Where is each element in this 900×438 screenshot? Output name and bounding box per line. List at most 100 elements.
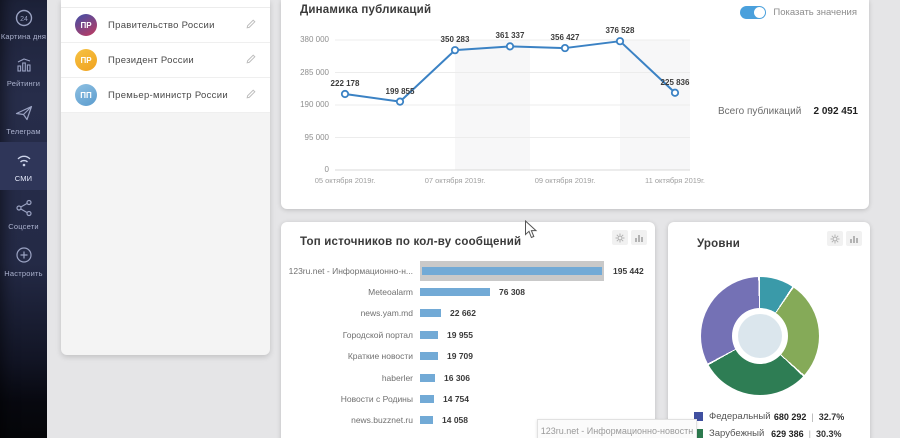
data-point[interactable]: [340, 89, 350, 99]
data-point[interactable]: [505, 42, 515, 51]
sidebar-item-telegram[interactable]: Телеграм: [0, 95, 47, 142]
data-point[interactable]: [615, 37, 625, 46]
source-bar[interactable]: [420, 330, 438, 339]
sidebar-item-label: Рейтинги: [6, 79, 41, 89]
source-bar[interactable]: [420, 416, 433, 425]
point-value-label: 225 836: [660, 77, 690, 87]
legend-row: Зарубежный 629 386 | 30.3%: [694, 425, 846, 438]
profiles-panel: ПР Правительство России ПР Президент России…: [61, 0, 270, 355]
source-bar[interactable]: [420, 395, 434, 404]
data-point[interactable]: [395, 97, 405, 106]
edit-pencil-icon[interactable]: [246, 16, 258, 34]
clock-24-icon: 24: [13, 7, 35, 29]
source-row[interactable]: Городской портал 19 955: [281, 324, 655, 345]
top-sources-title: Топ источников по кол-ву сообщений: [300, 236, 522, 248]
source-bar[interactable]: [420, 288, 490, 297]
legend-value: 680 292: [773, 411, 807, 422]
point-value-label: 376 528: [605, 26, 635, 36]
gear-icon[interactable]: [827, 231, 843, 246]
svg-text:24: 24: [20, 16, 28, 23]
x-axis-tick: 05 октября 2019г.: [314, 176, 376, 185]
sidebar-item-kartina-dnya[interactable]: 24 Картина дня: [0, 0, 47, 47]
social-share-icon: [13, 197, 35, 219]
source-row[interactable]: news.buzznet.ru 14 058: [281, 410, 655, 431]
bar-chart-icon[interactable]: [846, 231, 862, 246]
data-point[interactable]: [670, 88, 680, 97]
profile-row[interactable]: ПР Президент России: [61, 43, 270, 78]
source-value: 14 058: [442, 415, 468, 426]
point-value-label: 350 283: [440, 35, 470, 45]
bar-chart-icon[interactable]: [631, 230, 647, 245]
avatar: ПР: [75, 14, 97, 36]
profiles-panel-top: [61, 0, 270, 8]
legend-label: Зарубежный: [709, 428, 765, 438]
y-axis-tick: 285 000: [300, 67, 329, 77]
source-row[interactable]: 123ru.net - Информационно-н... 195 442: [281, 260, 655, 281]
source-value: 22 662: [450, 308, 476, 319]
source-label: news.yam.md: [360, 308, 413, 319]
source-bar[interactable]: [420, 373, 435, 382]
legend-label: Федеральный: [709, 411, 771, 422]
legend-color-swatch: [694, 429, 703, 438]
source-row[interactable]: news.yam.md 22 662: [281, 303, 655, 324]
source-value: 19 955: [447, 329, 473, 340]
legend-percent: 30.3%: [816, 428, 842, 438]
source-row[interactable]: Краткие новости 19 709: [281, 346, 655, 367]
profile-name: Президент России: [108, 54, 195, 66]
point-value-label: 199 855: [385, 86, 415, 96]
donut-core: [738, 314, 782, 358]
legend-value: 629 386: [771, 428, 804, 438]
source-tooltip-text: 123ru.net - Информационно-новостн: [540, 426, 694, 436]
top-sources-card: Топ источников по кол-ву сообщений 123ru…: [281, 222, 655, 438]
publications-dynamics-card: Динамика публикаций Показать значения 38…: [281, 0, 869, 209]
avatar: ПР: [75, 49, 97, 71]
source-value: 76 308: [499, 287, 525, 298]
sidebar-item-label: Телеграм: [6, 126, 41, 136]
levels-donut-chart[interactable]: [701, 277, 819, 395]
sidebar-item-socseti[interactable]: Соцсети: [0, 190, 47, 237]
legend-separator: |: [808, 428, 812, 438]
data-point[interactable]: [450, 46, 460, 55]
profile-row[interactable]: ПР Правительство России: [61, 8, 270, 43]
sidebar-item-reitingi[interactable]: Рейтинги: [0, 47, 47, 94]
edit-pencil-icon[interactable]: [246, 86, 258, 104]
source-bar[interactable]: [422, 266, 602, 275]
profile-name: Премьер-министр России: [108, 89, 228, 101]
source-value: 19 709: [447, 351, 473, 362]
source-bar[interactable]: [420, 309, 441, 318]
add-circle-icon: [13, 244, 35, 266]
source-row[interactable]: haberler 16 306: [281, 367, 655, 388]
legend-row: Федеральный 680 292 | 32.7%: [694, 408, 846, 425]
sidebar-item-smi[interactable]: СМИ: [0, 142, 47, 190]
source-row[interactable]: Новости с Родины 14 754: [281, 388, 655, 409]
legend-color-swatch: [694, 412, 703, 421]
source-label: Новости с Родины: [340, 394, 413, 405]
sidebar: 24 Картина дня Рейтинги Телеграм СМИ: [0, 0, 47, 438]
source-row[interactable]: Meteoalarm 76 308: [281, 281, 655, 302]
profile-name: Правительство России: [108, 19, 215, 31]
sidebar-item-label: Соцсети: [8, 221, 39, 231]
source-value: 13 545: [441, 437, 467, 438]
edit-pencil-icon[interactable]: [246, 51, 258, 69]
y-axis-tick: 380 000: [300, 35, 329, 44]
source-label: Daily Mail: [281, 437, 420, 438]
source-label: Городской портал: [342, 329, 413, 340]
profile-row[interactable]: ПП Премьер-министр России: [61, 78, 270, 113]
hover-highlight-band: [420, 260, 604, 281]
point-value-label: 361 337: [495, 31, 525, 41]
data-point[interactable]: [560, 43, 570, 53]
y-axis-tick: 95 000: [304, 132, 329, 142]
levels-card: Уровни Федеральный 680 292 | 32.7% Зарубежны…: [668, 222, 870, 438]
show-values-label: Показать значения: [773, 7, 857, 18]
source-bar[interactable]: [420, 352, 438, 361]
x-axis-tick: 11 октября 2019г.: [644, 176, 706, 185]
show-values-toggle[interactable]: [740, 6, 767, 19]
source-label: Краткие новости: [347, 351, 413, 362]
sidebar-item-nastroit[interactable]: Настроить: [0, 237, 47, 284]
gear-icon[interactable]: [612, 230, 628, 245]
sidebar-item-label: Картина дня: [0, 32, 47, 41]
y-axis-tick: 0: [324, 165, 329, 174]
top-sources-bar-chart: 123ru.net - Информационно-н... 195 442 Met…: [281, 260, 655, 438]
publications-title: Динамика публикаций: [300, 4, 432, 16]
donut-hole: [732, 308, 788, 364]
